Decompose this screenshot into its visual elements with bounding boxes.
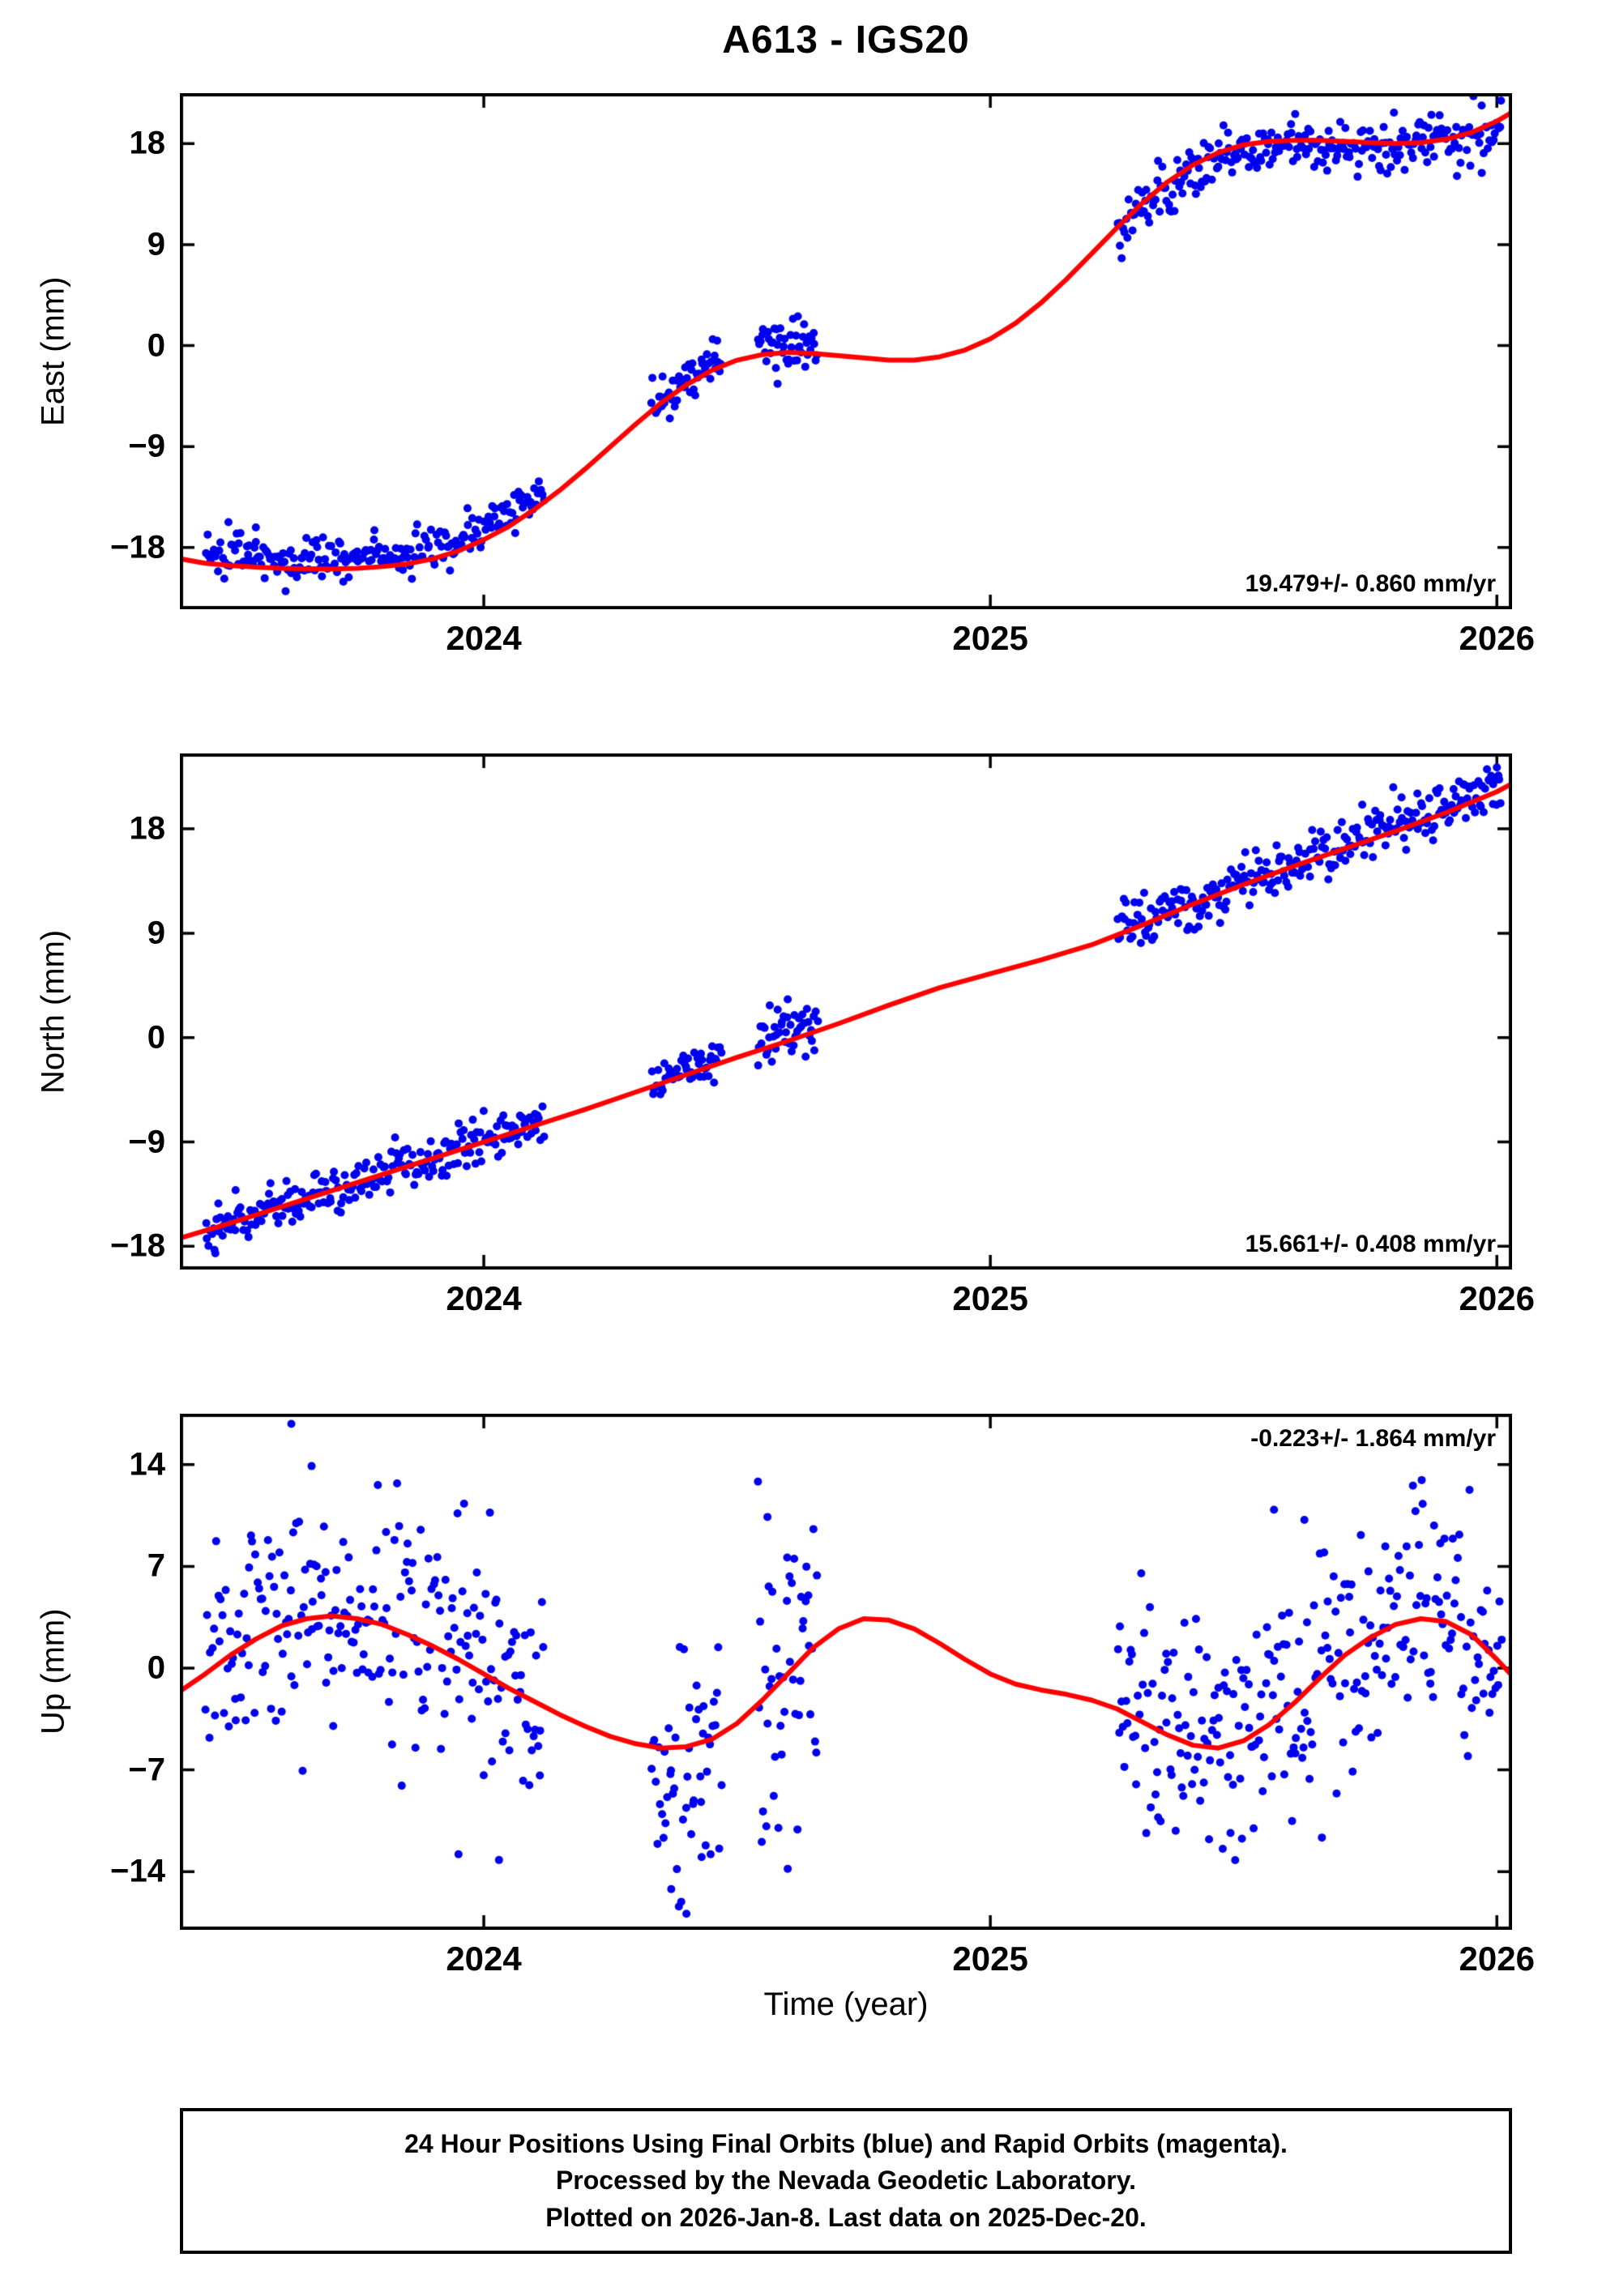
up-rate-annotation: -0.223+/- 1.864 mm/yr (1250, 1425, 1496, 1452)
x-tick-label: 2025 (952, 619, 1028, 657)
y-tick-label: 0 (147, 1649, 165, 1686)
x-tick-label: 2024 (446, 1279, 522, 1317)
east-plot-canvas (180, 93, 1512, 609)
page-title: A613 - IGS20 (722, 19, 970, 62)
y-tick-label: 9 (147, 226, 165, 262)
x-tick-label: 2026 (1459, 619, 1535, 657)
y-tick-label: 18 (129, 125, 166, 161)
x-tick-label: 2025 (952, 1940, 1028, 1978)
x-tick-label: 2026 (1459, 1279, 1535, 1317)
y-tick-label: −14 (110, 1853, 165, 1889)
y-tick-label: 14 (129, 1446, 166, 1483)
east-axis-label: East (mm) (35, 276, 71, 426)
footer-line-1: 24 Hour Positions Using Final Orbits (bl… (404, 2129, 1288, 2158)
north-rate-annotation: 15.661+/- 0.408 mm/yr (1245, 1231, 1496, 1257)
y-tick-label: −9 (128, 1124, 165, 1160)
up-axis-label: Up (mm) (35, 1608, 71, 1735)
footer-line-2: Processed by the Nevada Geodetic Laborat… (555, 2166, 1137, 2196)
x-tick-label: 2026 (1459, 1940, 1535, 1978)
panel-north: North (mm) 15.661+/- 0.408 mm/yr −18 −9 0 9… (36, 753, 1535, 1317)
x-tick-label: 2024 (446, 619, 522, 657)
y-tick-label: 18 (129, 810, 166, 847)
y-tick-label: 7 (147, 1547, 165, 1584)
up-plot-canvas (180, 1414, 1512, 1930)
y-tick-label: −18 (110, 529, 165, 565)
footer-line-3: Plotted on 2026-Jan-8. Last data on 2025… (545, 2202, 1147, 2232)
x-tick-label: 2024 (446, 1940, 522, 1978)
panel-east: East (mm) 19.479+/- 0.860 mm/yr −18 −9 0 9 1… (36, 93, 1535, 657)
x-tick-label: 2025 (952, 1279, 1028, 1317)
panel-up: Up (mm) -0.223+/- 1.864 mm/yr −14 −7 0 7 14 2… (36, 1414, 1535, 1978)
y-tick-label: 0 (147, 1019, 165, 1056)
y-tick-label: −9 (128, 428, 165, 464)
y-tick-label: −18 (110, 1227, 165, 1264)
east-rate-annotation: 19.479+/- 0.860 mm/yr (1245, 570, 1496, 597)
north-plot-canvas (180, 753, 1512, 1270)
y-tick-label: −7 (128, 1752, 165, 1788)
x-axis-label: Time (year) (763, 1987, 929, 2022)
y-tick-label: 0 (147, 327, 165, 364)
north-axis-label: North (mm) (35, 929, 71, 1094)
footer-caption-box: 24 Hour Positions Using Final Orbits (bl… (180, 2108, 1512, 2255)
y-tick-label: 9 (147, 915, 165, 951)
